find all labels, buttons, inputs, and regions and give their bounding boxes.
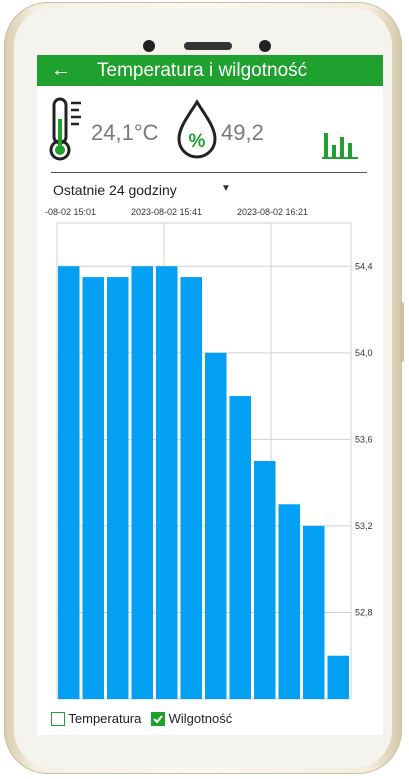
y-tick-label: 54,0	[355, 348, 373, 358]
plot-border	[56, 222, 352, 700]
app-screen: ← Temperatura i wilgotność 24,1°C % 49,2	[37, 55, 383, 735]
page-title: Temperatura i wilgotność	[97, 60, 308, 81]
chevron-down-icon[interactable]: ▼	[221, 183, 231, 194]
humidity-bar-chart: 54,4 54,0 53,6 53,2 52,8 -08-02 15:01 2023-08-…	[45, 207, 373, 700]
y-tick-label: 54,4	[355, 261, 373, 271]
earpiece-speaker	[184, 42, 232, 50]
chart-bar	[107, 277, 129, 699]
chart-bar	[278, 504, 300, 699]
x-tick-label: -08-02 15:01	[45, 207, 96, 217]
chart-bar	[58, 266, 80, 699]
chart-bar	[156, 266, 178, 699]
volume-button	[400, 302, 404, 362]
y-tick-label: 52,8	[355, 607, 373, 617]
checkbox-checked-icon[interactable]	[151, 711, 165, 726]
legend-label-temperatura: Temperatura	[68, 711, 142, 726]
svg-text:%: %	[189, 131, 206, 152]
chart-bar	[82, 277, 104, 699]
chart-bar	[229, 396, 251, 699]
humidity-value: 49,2	[221, 120, 264, 145]
divider	[51, 172, 367, 173]
range-dropdown[interactable]: Ostatnie 24 godziny	[53, 182, 177, 198]
chart-bar	[254, 461, 276, 699]
x-tick-label: 2023-08-02 15:41	[131, 207, 202, 217]
app-bar: ← Temperatura i wilgotność	[37, 55, 383, 86]
chart-bar	[180, 277, 202, 699]
chart-bar	[131, 266, 153, 699]
sensor-dot	[259, 40, 271, 52]
front-camera	[143, 40, 155, 52]
legend-temperatura[interactable]: Temperatura	[51, 711, 141, 727]
checkbox-unchecked-icon[interactable]	[51, 711, 65, 726]
temperature-value: 24,1°C	[91, 120, 159, 145]
legend-wilgotnosc[interactable]: Wilgotność	[151, 711, 232, 727]
bar-chart-icon[interactable]	[321, 127, 359, 161]
back-arrow-icon[interactable]: ←	[51, 59, 71, 81]
chart-legend: Temperatura Wilgotność	[51, 711, 238, 729]
x-tick-label: 2023-08-02 16:21	[237, 207, 308, 217]
chart-bar	[327, 655, 349, 699]
legend-label-wilgotnosc: Wilgotność	[168, 711, 233, 726]
sensor-readings: 24,1°C % 49,2	[37, 93, 383, 167]
humidity-drop-icon: %	[177, 99, 217, 159]
chart-bar	[205, 352, 227, 699]
chart-bar	[303, 525, 325, 699]
thermometer-icon	[49, 97, 81, 161]
y-tick-label: 53,6	[355, 434, 373, 444]
y-tick-label: 53,2	[355, 521, 373, 531]
